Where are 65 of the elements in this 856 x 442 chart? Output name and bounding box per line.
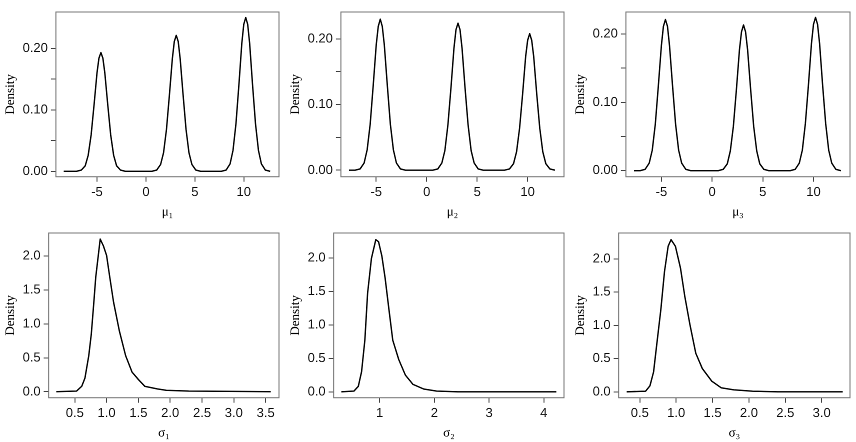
x-tick-label: 0 [142,184,150,200]
x-tick-label: 3 [485,405,493,420]
x-axis-title: μ₁ [162,204,174,219]
y-axis-title: Density [2,294,18,336]
x-tick-label: -5 [656,184,668,200]
x-axis-title: σ₂ [443,424,455,440]
y-axis-title: Density [287,74,302,115]
x-tick-label: 0.5 [66,405,84,420]
x-tick-label: 5 [191,184,198,200]
y-tick-label: 0.5 [592,350,611,366]
y-axis-title: Density [572,74,588,115]
y-axis-title: Density [572,294,588,336]
y-tick-label: 0.0 [308,383,326,398]
x-tick-label: -5 [370,184,382,200]
x-tick-label: -5 [91,184,103,200]
y-tick-label: 1.0 [592,316,611,332]
x-axis-title: μ₃ [732,204,744,219]
y-tick-label: 0.00 [592,162,618,178]
x-axis-title: μ₂ [446,204,458,219]
y-tick-label: 0.00 [308,162,333,177]
x-tick-label: 3.0 [812,405,831,420]
x-tick-label: 10 [236,184,252,200]
y-tick-label: 1.5 [592,284,611,299]
y-tick-label: 1.0 [308,316,326,332]
x-tick-label: 1.0 [667,405,686,420]
y-tick-label: 0.20 [308,30,333,46]
x-tick-label: 10 [520,184,535,200]
y-tick-label: 1.0 [22,315,41,330]
x-tick-label: 5 [474,184,481,200]
y-axis-title: Density [287,294,302,336]
x-tick-label: 0.5 [630,405,649,420]
y-tick-label: 0.10 [308,96,333,112]
x-tick-label: 3.0 [224,405,243,420]
x-tick-label: 5 [759,184,766,200]
x-tick-label: 1.5 [703,405,722,420]
y-tick-label: 1.5 [22,282,41,297]
y-tick-label: 2.0 [22,248,41,263]
y-tick-label: 2.0 [592,250,611,266]
y-tick-label: 1.5 [308,282,326,298]
x-tick-label: 2.5 [776,405,794,420]
x-tick-label: 2.0 [740,405,758,420]
y-tick-label: 2.0 [308,249,326,264]
x-tick-label: 1 [376,405,384,420]
y-tick-label: 0.0 [22,383,41,398]
x-axis-title: σ₃ [728,424,740,440]
x-tick-label: 2 [430,405,438,420]
x-tick-label: 1.5 [129,405,148,420]
y-tick-label: 0.00 [22,162,48,178]
x-axis-title: σ₁ [158,424,170,440]
x-tick-label: 0 [423,184,430,200]
y-tick-label: 0.10 [592,94,618,109]
x-tick-label: 4 [540,405,548,420]
y-tick-label: 0.20 [22,40,48,55]
y-tick-label: 0.5 [22,349,41,364]
x-tick-label: 3.5 [256,405,275,420]
y-tick-label: 0.10 [22,101,48,116]
x-tick-label: 2.0 [161,405,180,420]
x-tick-label: 10 [806,184,821,200]
x-tick-label: 1.0 [98,405,116,420]
x-tick-label: 2.5 [192,405,212,420]
x-tick-label: 0 [708,184,716,200]
y-tick-label: 0.5 [308,350,326,365]
y-axis-title: Density [2,74,18,115]
y-tick-label: 0.0 [592,383,611,398]
y-tick-label: 0.20 [592,25,618,40]
